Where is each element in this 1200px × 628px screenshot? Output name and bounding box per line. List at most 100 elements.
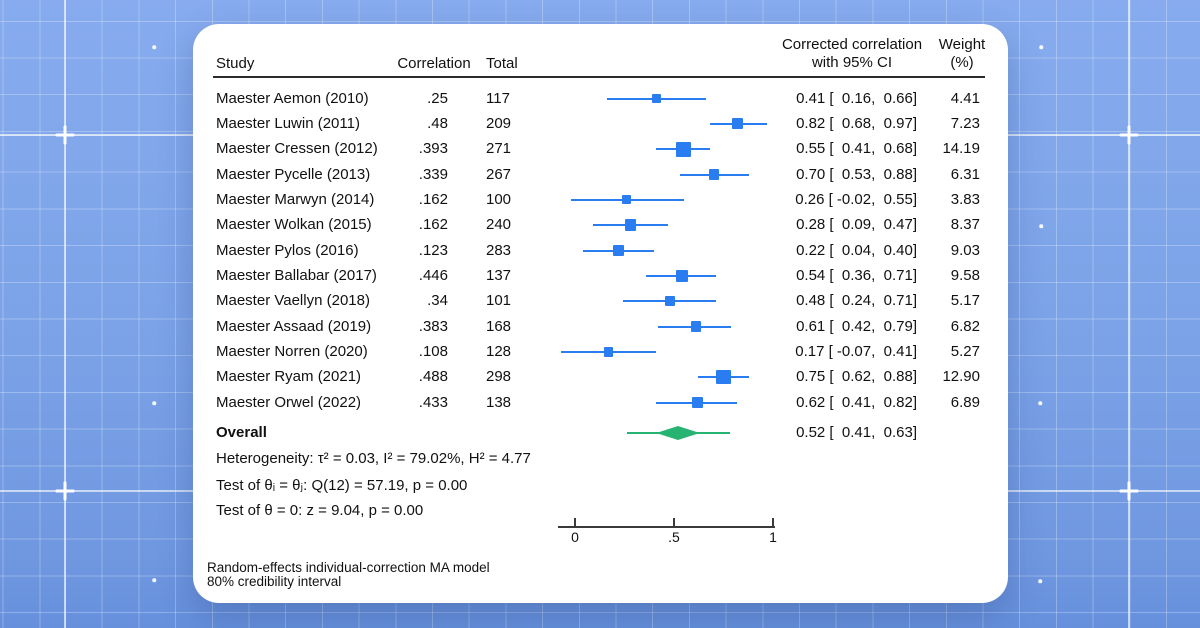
ci-text: 0.28 [ 0.09, 0.47] (796, 216, 917, 234)
x-axis-tick-label: 0 (571, 529, 579, 545)
table-row: Maester Ballabar (2017) .446 137 0.54 [ … (193, 264, 1008, 288)
effect-size-marker (622, 195, 631, 205)
table-row: Maester Norren (2020) .108 128 0.17 [ -0… (193, 340, 1008, 364)
effect-size-marker (716, 370, 731, 385)
grid-plus-icon (1119, 125, 1139, 145)
table-row: Maester Ryam (2021) .488 298 0.75 [ 0.62… (193, 365, 1008, 389)
grid-dot (152, 578, 156, 582)
weight-value: 3.83 (950, 190, 980, 208)
grid-dot (152, 401, 156, 405)
table-row: Maester Orwel (2022) .433 138 0.62 [ 0.4… (193, 391, 1008, 415)
weight-value: 12.90 (942, 368, 980, 386)
effect-size-marker (690, 321, 702, 332)
weight-value: 4.41 (950, 89, 980, 107)
effect-size-marker (692, 397, 703, 408)
correlation-value: .48 (427, 114, 448, 132)
weight-value: 6.89 (950, 393, 980, 411)
total-value: 271 (486, 140, 512, 158)
weight-value: 5.27 (950, 342, 980, 360)
weight-value: 9.58 (950, 266, 980, 284)
weight-value: 14.19 (942, 140, 980, 158)
weight-value: 6.31 (950, 165, 980, 183)
weight-value: 7.23 (950, 114, 980, 132)
overall-ci-text: 0.52 [ 0.41, 0.63] (796, 424, 917, 441)
study-label: Maester Pylos (2016) (216, 241, 359, 259)
ci-text: 0.62 [ 0.41, 0.82] (796, 393, 917, 411)
grid-plus-icon (55, 125, 75, 145)
heterogeneity-stats: Heterogeneity: τ² = 0.03, I² = 79.02%, H… (216, 450, 531, 467)
ci-text: 0.17 [ -0.07, 0.41] (795, 342, 917, 360)
grid-dot (1039, 45, 1043, 49)
grid-dot (1038, 401, 1042, 405)
x-axis-tick (673, 518, 675, 526)
weight-value: 5.17 (950, 292, 980, 310)
total-value: 283 (486, 241, 512, 259)
effect-size-marker (651, 93, 661, 103)
grid-plus-icon (1119, 481, 1139, 501)
correlation-value: .433 (418, 393, 448, 411)
correlation-value: .108 (418, 342, 448, 360)
study-label: Maester Wolkan (2015) (216, 216, 372, 234)
effect-size-marker (731, 118, 743, 130)
weight-value: 6.82 (950, 317, 980, 335)
correlation-value: .162 (418, 216, 448, 234)
model-footnote: Random-effects individual-correction MA … (207, 560, 490, 575)
total-value: 128 (486, 342, 512, 360)
table-row: Maester Marwyn (2014) .162 100 0.26 [ -0… (193, 188, 1008, 212)
ci-text: 0.61 [ 0.42, 0.79] (796, 317, 917, 335)
column-header-weight-line2: (%) (950, 54, 974, 71)
correlation-value: .25 (427, 89, 448, 107)
correlation-value: .393 (418, 140, 448, 158)
ci-text: 0.55 [ 0.41, 0.68] (796, 140, 917, 158)
total-value: 137 (486, 266, 512, 284)
column-header-weight-line1: Weight (938, 36, 986, 53)
overall-label: Overall (216, 424, 267, 441)
effect-size-marker (676, 141, 692, 157)
weight-value: 8.37 (950, 216, 980, 234)
study-label: Maester Luwin (2011) (216, 114, 360, 132)
grid-plus-icon (55, 481, 75, 501)
ci-text: 0.70 [ 0.53, 0.88] (796, 165, 917, 183)
effect-size-marker (612, 244, 625, 257)
study-label: Maester Ballabar (2017) (216, 266, 377, 284)
total-value: 168 (486, 317, 512, 335)
x-axis-tick (574, 518, 576, 526)
x-axis-tick (772, 518, 774, 526)
forest-plot-card: Study Correlation Total Corrected correl… (193, 24, 1008, 603)
x-axis-tick-label: 1 (769, 529, 777, 545)
column-header-correlation: Correlation (397, 55, 471, 72)
grid-dot (1038, 579, 1042, 583)
column-header-ci-line2: with 95% CI (811, 54, 893, 71)
ci-text: 0.41 [ 0.16, 0.66] (796, 89, 917, 107)
effect-size-marker (675, 269, 688, 282)
table-row: Maester Vaellyn (2018) .34 101 0.48 [ 0.… (193, 289, 1008, 313)
correlation-value: .488 (418, 368, 448, 386)
column-header-ci-line1: Corrected correlation (781, 36, 923, 53)
correlation-value: .123 (418, 241, 448, 259)
table-row: Maester Assaad (2019) .383 168 0.61 [ 0.… (193, 315, 1008, 339)
correlation-value: .383 (418, 317, 448, 335)
weight-value: 9.03 (950, 241, 980, 259)
study-label: Maester Norren (2020) (216, 342, 368, 360)
total-value: 240 (486, 216, 512, 234)
study-label: Maester Ryam (2021) (216, 368, 362, 386)
overall-row: Overall 0.52 [ 0.41, 0.63] (193, 421, 1008, 445)
study-label: Maester Vaellyn (2018) (216, 292, 370, 310)
correlation-value: .34 (427, 292, 448, 310)
study-label: Maester Orwel (2022) (216, 393, 362, 411)
ci-text: 0.54 [ 0.36, 0.71] (796, 266, 917, 284)
ci-text: 0.26 [ -0.02, 0.55] (795, 190, 917, 208)
grid-major-line (1128, 0, 1130, 628)
effect-size-marker (603, 346, 614, 357)
x-axis-tick-label: .5 (668, 529, 680, 545)
ci-text: 0.48 [ 0.24, 0.71] (796, 292, 917, 310)
study-label: Maester Marwyn (2014) (216, 190, 375, 208)
correlation-value: .162 (418, 190, 448, 208)
correlation-value: .339 (418, 165, 448, 183)
header-rule (213, 76, 985, 78)
total-value: 117 (486, 89, 510, 107)
study-label: Maester Aemon (2010) (216, 89, 369, 107)
grid-dot (1039, 224, 1043, 228)
column-header-total: Total (486, 55, 518, 72)
